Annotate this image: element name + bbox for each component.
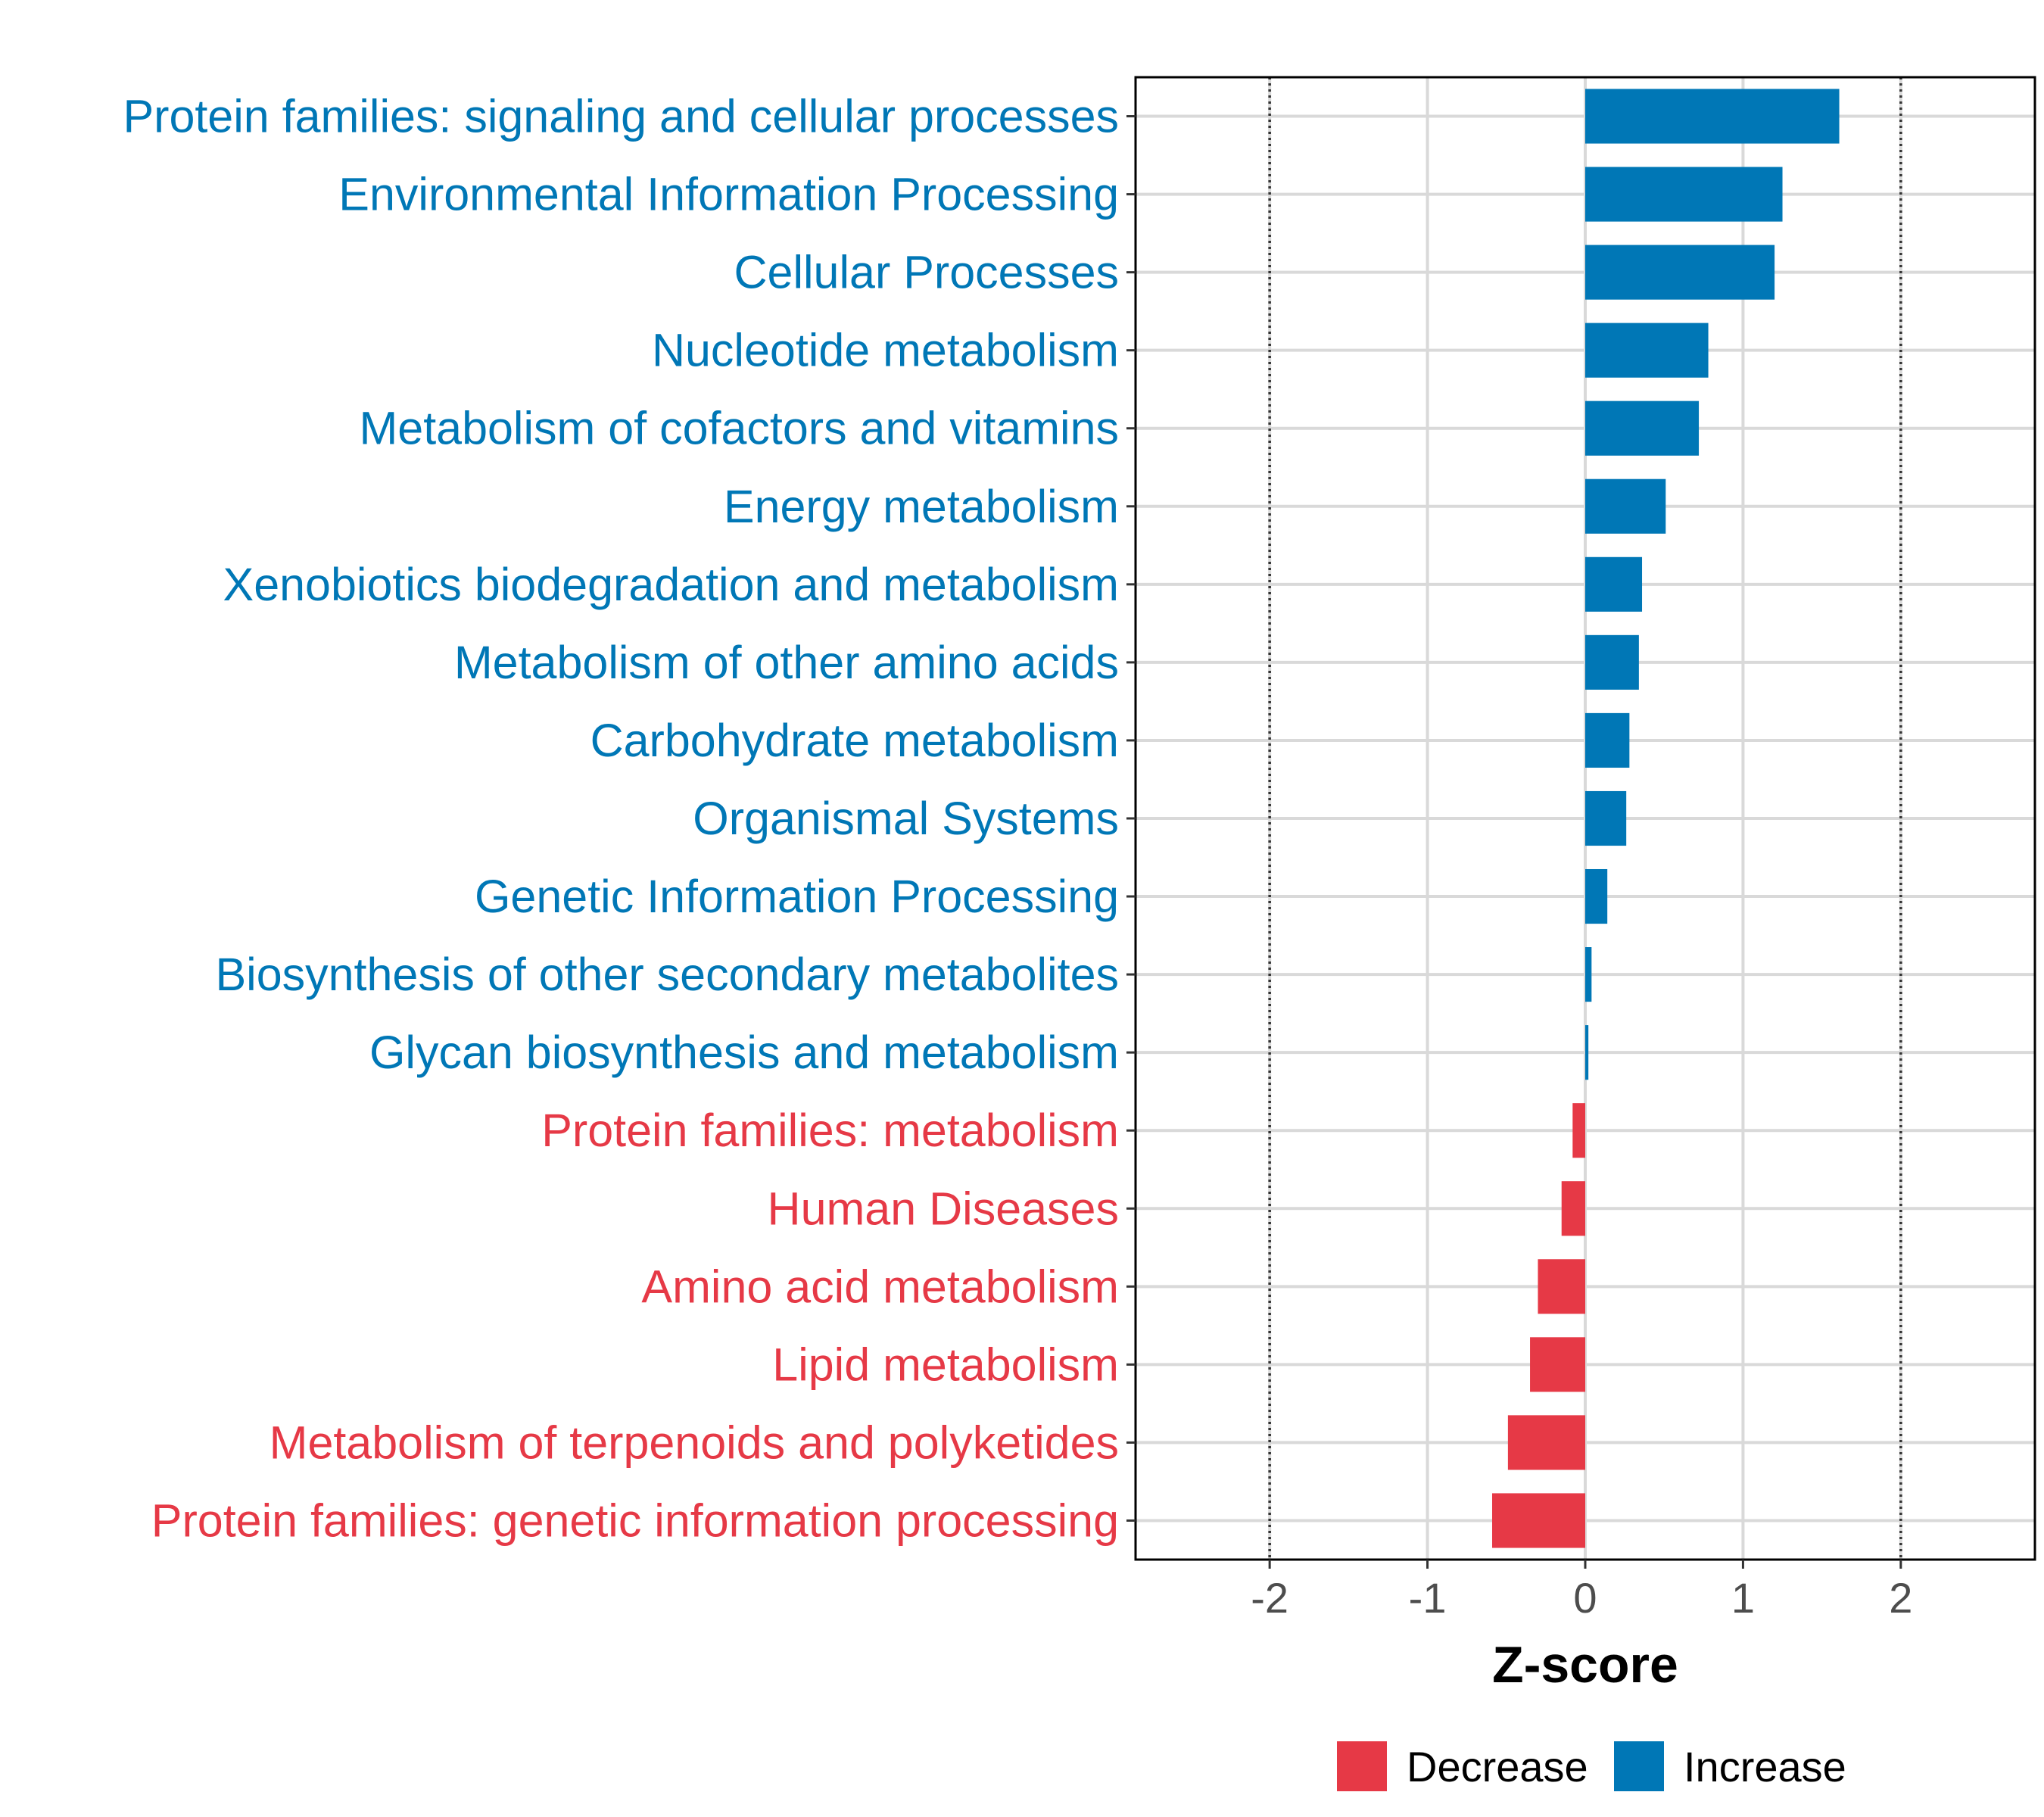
y-tick-label: Biosynthesis of other secondary metaboli… — [215, 949, 1119, 1000]
y-tick-label: Protein families: metabolism — [541, 1105, 1119, 1156]
bar — [1585, 556, 1643, 612]
y-tick-label: Metabolism of terpenoids and polyketides — [270, 1417, 1119, 1468]
legend-swatch — [1337, 1741, 1387, 1791]
y-tick-label: Xenobiotics biodegradation and metabolis… — [223, 559, 1119, 610]
legend: Decrease Increase — [1337, 1741, 1846, 1791]
y-tick-label: Carbohydrate metabolism — [590, 715, 1119, 766]
bar — [1585, 868, 1608, 924]
bar — [1585, 478, 1666, 534]
bar — [1585, 89, 1840, 144]
y-tick-label: Genetic Information Processing — [475, 871, 1119, 922]
bar — [1585, 323, 1709, 378]
x-axis: -2 -1 0 1 2 — [1251, 1560, 1912, 1622]
reference-lines — [1268, 77, 1902, 1560]
x-tick-label: -1 — [1409, 1574, 1447, 1622]
bar — [1572, 1103, 1585, 1158]
bar — [1530, 1337, 1585, 1392]
y-tick-label: Metabolism of other amino acids — [454, 637, 1119, 688]
y-tick-label: Cellular Processes — [734, 247, 1119, 298]
y-tick-label: Human Diseases — [768, 1183, 1119, 1234]
y-axis: Protein families: signaling and cellular… — [123, 91, 1136, 1546]
bar — [1538, 1259, 1585, 1314]
y-tick-label: Energy metabolism — [724, 481, 1119, 532]
y-tick-label: Metabolism of cofactors and vitamins — [359, 403, 1119, 454]
x-tick-label: -2 — [1251, 1574, 1288, 1622]
bar — [1585, 790, 1627, 846]
legend-swatch — [1614, 1741, 1664, 1791]
y-tick-label: Protein families: signaling and cellular… — [123, 91, 1119, 142]
x-tick-label: 2 — [1889, 1574, 1912, 1622]
bar — [1507, 1415, 1585, 1470]
bar — [1561, 1181, 1585, 1236]
bars — [1492, 89, 1840, 1548]
bar — [1585, 712, 1630, 768]
bar — [1492, 1493, 1585, 1548]
y-tick-label: Amino acid metabolism — [641, 1261, 1119, 1312]
y-tick-label: Environmental Information Processing — [338, 169, 1119, 220]
bar — [1585, 167, 1783, 222]
y-tick-label: Protein families: genetic information pr… — [151, 1494, 1119, 1546]
bar — [1585, 400, 1700, 456]
y-tick-label: Lipid metabolism — [772, 1339, 1119, 1390]
y-tick-label: Nucleotide metabolism — [652, 325, 1119, 376]
bar — [1585, 245, 1775, 300]
x-tick-label: 0 — [1573, 1574, 1597, 1622]
y-tick-label: Organismal Systems — [693, 793, 1119, 844]
legend-label: Decrease — [1407, 1743, 1588, 1791]
bar — [1585, 1025, 1589, 1080]
bar — [1585, 947, 1592, 1002]
legend-label: Increase — [1684, 1743, 1846, 1791]
bar — [1585, 634, 1639, 690]
x-tick-label: 1 — [1731, 1574, 1755, 1622]
y-tick-label: Glycan biosynthesis and metabolism — [369, 1027, 1119, 1078]
x-axis-title: Z-score — [1492, 1636, 1678, 1694]
